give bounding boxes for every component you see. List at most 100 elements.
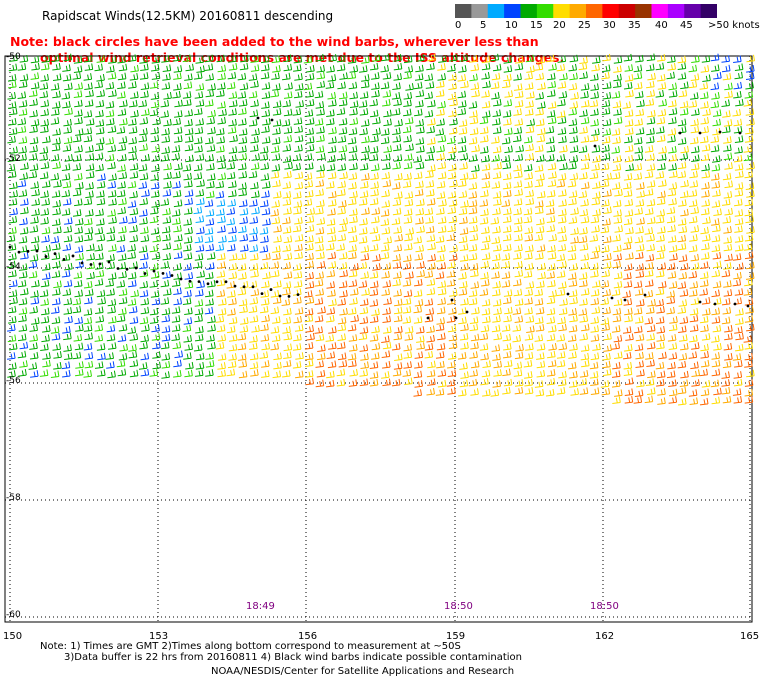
wind-barb xyxy=(745,72,755,80)
wind-barb xyxy=(41,235,50,243)
wind-barb xyxy=(94,143,104,152)
wind-barb xyxy=(677,161,687,170)
wind-barb xyxy=(559,145,568,153)
wind-barb xyxy=(316,251,325,260)
wind-barb xyxy=(128,305,138,314)
wind-barb xyxy=(393,62,403,71)
wind-barb xyxy=(18,270,28,279)
wind-barb xyxy=(743,243,753,251)
wind-barb xyxy=(206,116,215,125)
wind-barb xyxy=(700,388,710,397)
wind-barb xyxy=(680,190,689,199)
wind-barb xyxy=(744,198,754,207)
wind-barb xyxy=(251,206,260,215)
wind-barb xyxy=(108,216,117,224)
contamination-dot xyxy=(170,274,174,277)
wind-barb xyxy=(149,307,159,316)
wind-barb xyxy=(249,315,259,323)
wind-barb xyxy=(325,81,335,89)
wind-barb xyxy=(19,73,29,82)
wind-barb xyxy=(381,200,391,208)
wind-barb xyxy=(504,127,513,136)
wind-barb xyxy=(41,198,50,206)
wind-barb xyxy=(436,191,446,199)
wind-barb xyxy=(151,190,160,198)
wind-barb xyxy=(556,110,566,118)
wind-barb xyxy=(690,92,699,100)
wind-barb xyxy=(689,289,698,297)
wind-barb xyxy=(612,234,621,242)
wind-barb xyxy=(260,290,270,298)
wind-barb xyxy=(129,234,139,243)
wind-barb xyxy=(173,297,182,306)
wind-barb xyxy=(578,308,588,316)
wind-barb xyxy=(437,332,446,341)
wind-barb xyxy=(326,163,336,172)
wind-barb xyxy=(469,73,478,82)
wind-barb xyxy=(350,263,359,271)
wind-barb xyxy=(513,224,523,233)
wind-barb xyxy=(336,378,346,387)
wind-barb xyxy=(305,243,314,251)
wind-barb xyxy=(569,343,578,351)
wind-barb xyxy=(361,135,370,144)
wind-barb xyxy=(119,216,128,224)
wind-barb xyxy=(547,80,557,89)
wind-barb xyxy=(30,181,39,189)
wind-barb xyxy=(8,269,17,278)
wind-barb xyxy=(524,387,534,395)
wind-barb xyxy=(415,64,424,73)
wind-barb xyxy=(138,134,148,143)
wind-barb xyxy=(218,298,227,306)
wind-barb xyxy=(107,161,116,170)
wind-barb xyxy=(95,252,104,261)
wind-barb xyxy=(547,179,557,187)
contamination-dot xyxy=(80,261,84,265)
wind-barb xyxy=(556,270,566,278)
wind-barb xyxy=(513,108,522,116)
wind-barb xyxy=(160,297,170,305)
wind-barb xyxy=(567,244,577,252)
wind-barb xyxy=(141,324,150,332)
wind-barb xyxy=(492,109,502,117)
wind-barb xyxy=(259,305,269,314)
wind-barb xyxy=(358,261,368,270)
time-label-3: 18:50 xyxy=(590,601,619,612)
wind-barb xyxy=(591,197,601,206)
wind-barb xyxy=(580,135,590,143)
wind-barb xyxy=(712,109,722,117)
wind-barb xyxy=(129,316,139,324)
wind-barb xyxy=(513,163,522,172)
wind-barb xyxy=(138,163,148,172)
wind-barb xyxy=(425,307,435,316)
wind-barb xyxy=(623,280,633,288)
wind-barb xyxy=(447,387,456,395)
contamination-dot xyxy=(296,293,300,297)
wind-barb xyxy=(97,297,106,305)
wind-barb xyxy=(504,306,513,315)
wind-barb xyxy=(515,144,524,153)
wind-barb xyxy=(30,235,40,244)
wind-barb xyxy=(402,297,412,306)
wind-barb xyxy=(250,144,259,152)
wind-barb xyxy=(19,55,29,63)
wind-barb xyxy=(270,306,280,315)
wind-barb xyxy=(272,108,282,116)
wind-barb xyxy=(735,98,744,107)
wind-barb xyxy=(589,361,599,370)
wind-barb xyxy=(183,81,193,90)
wind-barb xyxy=(469,316,479,324)
wind-barb xyxy=(52,242,61,251)
wind-barb xyxy=(139,289,149,298)
wind-barb xyxy=(524,72,533,80)
wind-barb xyxy=(711,218,720,226)
wind-barb xyxy=(117,81,126,90)
contamination-dot xyxy=(143,272,147,275)
wind-barb xyxy=(689,180,699,188)
wind-barb xyxy=(206,252,216,260)
wind-barb xyxy=(52,207,61,216)
wind-barb xyxy=(744,251,754,260)
wind-barb xyxy=(205,99,214,107)
wind-barb xyxy=(173,65,183,73)
lat-label-60: -60 xyxy=(6,610,21,620)
